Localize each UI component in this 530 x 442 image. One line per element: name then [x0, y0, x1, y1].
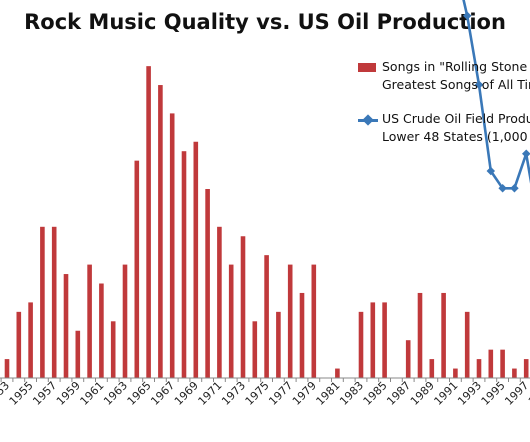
bar-1964 [134, 160, 140, 378]
bar-1997 [523, 359, 529, 378]
x-tick-label-1999: 1999 [526, 379, 530, 408]
bar-1983 [358, 311, 364, 378]
legend-songs-line1: Songs in "Rolling Stone 500 [382, 59, 530, 74]
oil-production-line [462, 0, 530, 190]
bar-1954 [16, 311, 22, 378]
x-tick-label-1971: 1971 [196, 379, 225, 408]
bar-1961 [99, 283, 104, 378]
bar-1957 [51, 226, 57, 378]
bar-1995 [500, 349, 505, 378]
legend-oil-line2: Lower 48 States (1,000 barrels/day) [382, 129, 530, 144]
bar-1960 [87, 264, 92, 378]
x-tick-label-1957: 1957 [30, 379, 59, 408]
x-tick-label-1959: 1959 [54, 379, 83, 408]
bar-1985 [382, 302, 387, 378]
x-tick-label-1991: 1991 [432, 379, 461, 408]
bar-1981 [335, 368, 340, 378]
bar-1962 [110, 321, 116, 378]
legend-oil-label: US Crude Oil Field Production Lower 48 St… [382, 110, 530, 146]
x-tick-label-1997: 1997 [502, 379, 530, 408]
x-tick-label-1985: 1985 [361, 379, 390, 408]
bar-1992 [464, 311, 470, 378]
bar-1972 [228, 264, 234, 378]
x-tick-label-1993: 1993 [455, 379, 484, 408]
bar-1958 [63, 274, 69, 378]
bar-1967 [169, 113, 175, 379]
x-tick-label-1961: 1961 [78, 379, 107, 408]
x-tick-label-1983: 1983 [337, 379, 366, 408]
x-tick-label-1977: 1977 [266, 379, 295, 408]
bar-1965 [146, 66, 151, 379]
bar-1974 [252, 321, 258, 378]
oil-point-1993 [474, 80, 484, 90]
x-tick-label-1955: 1955 [7, 379, 36, 408]
bar-1988 [417, 292, 423, 378]
bar-1979 [311, 264, 317, 378]
x-tick-label-1973: 1973 [219, 379, 248, 408]
legend-item-oil: US Crude Oil Field Production Lower 48 St… [358, 110, 530, 150]
bar-1971 [217, 226, 222, 378]
bar-1963 [122, 264, 128, 378]
x-tick-label-1975: 1975 [243, 379, 272, 408]
legend-marker-swatch [362, 114, 374, 126]
x-tick-label-1967: 1967 [148, 379, 177, 408]
legend-songs-label: Songs in "Rolling Stone 500 Greatest Song… [382, 58, 530, 94]
x-tick-label-1987: 1987 [384, 379, 413, 408]
bar-1978 [299, 292, 305, 378]
bar-1976 [276, 311, 281, 378]
bar-1989 [429, 359, 435, 378]
x-tick-label-1981: 1981 [314, 379, 343, 408]
x-tick-label-1969: 1969 [172, 379, 201, 408]
legend-bar-swatch [358, 63, 376, 72]
legend-item-songs: Songs in "Rolling Stone 500 Greatest Song… [358, 58, 530, 102]
bar-1991 [453, 368, 458, 378]
oil-point-1994 [486, 166, 496, 176]
x-tick-label-1965: 1965 [125, 379, 154, 408]
legend-oil-line1: US Crude Oil Field Production [382, 111, 530, 126]
oil-point-1997 [521, 149, 530, 159]
x-tick-label-1979: 1979 [290, 379, 319, 408]
bar-1990 [441, 292, 446, 378]
oil-point-1992 [462, 11, 472, 21]
bar-1969 [193, 141, 199, 378]
legend-songs-line2: Greatest Songs of All Time" [382, 77, 530, 92]
bar-1955 [28, 302, 33, 378]
x-tick-label-1963: 1963 [101, 379, 130, 408]
bar-1984 [370, 302, 376, 378]
bar-1966 [158, 85, 163, 379]
bar-1956 [40, 226, 45, 378]
bar-1959 [75, 330, 81, 378]
bar-1973 [240, 236, 246, 378]
bar-1996 [512, 368, 517, 378]
x-tick-label-1989: 1989 [408, 379, 437, 408]
x-tick-label-1995: 1995 [479, 379, 508, 408]
bar-1975 [264, 255, 269, 378]
bar-1994 [488, 349, 494, 378]
chart-title: Rock Music Quality vs. US Oil Production [24, 10, 506, 34]
oil-point-1995 [498, 184, 507, 193]
bar-1953 [4, 359, 10, 378]
bar-1993 [476, 359, 482, 378]
legend: Songs in "Rolling Stone 500 Greatest Song… [358, 58, 530, 150]
oil-point-1996 [510, 184, 519, 193]
bar-1970 [205, 189, 210, 378]
bar-1968 [181, 151, 187, 378]
bar-1977 [287, 264, 293, 378]
bar-1987 [405, 340, 411, 378]
